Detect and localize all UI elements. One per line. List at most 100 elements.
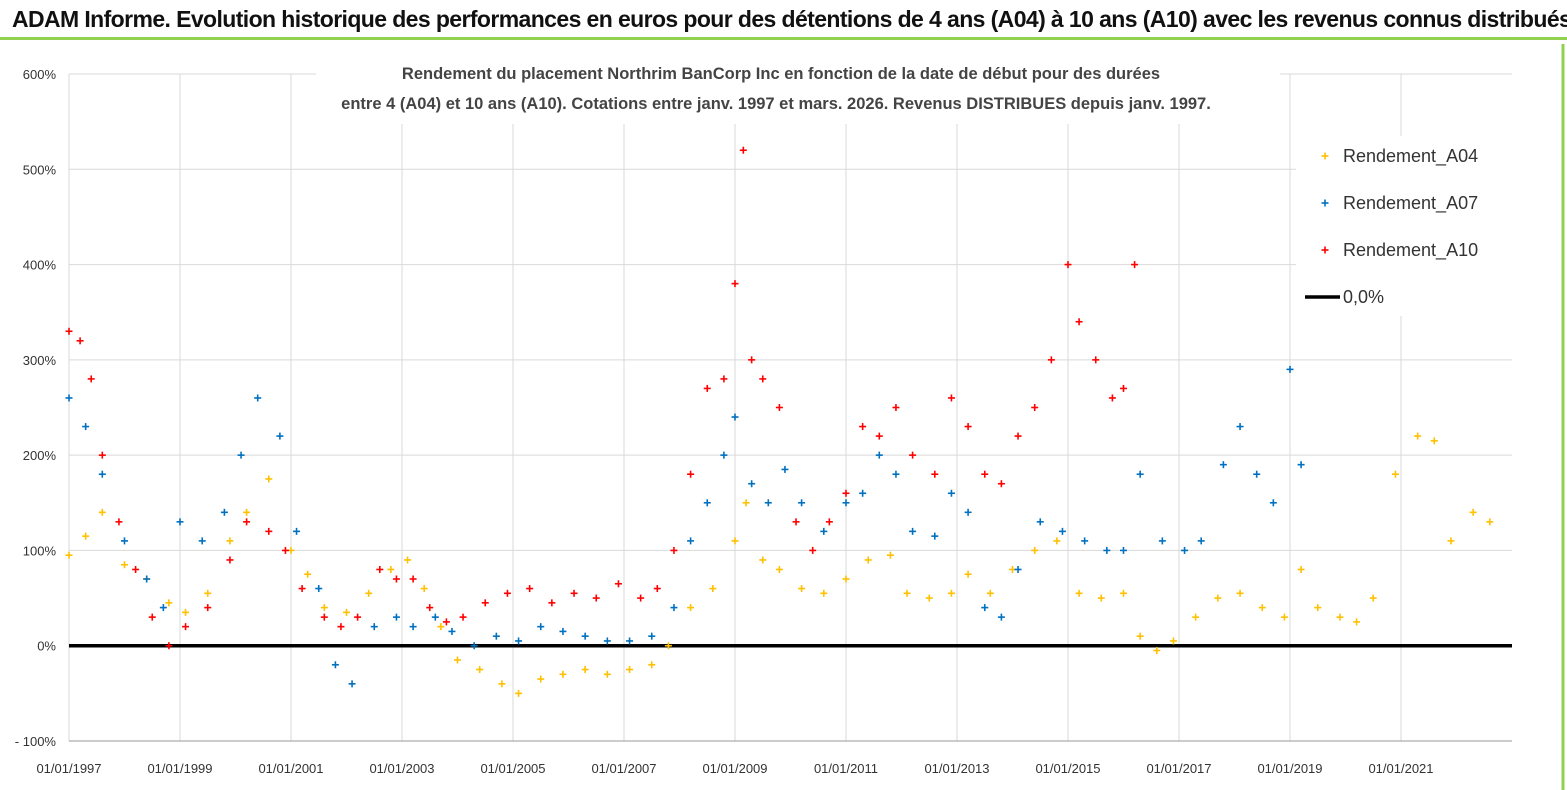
data-point: [481, 599, 489, 607]
data-point: [664, 642, 672, 650]
data-point: [343, 608, 350, 616]
data-point: [875, 451, 883, 459]
data-point: [825, 518, 833, 526]
legend-label: 0,0%: [1343, 287, 1384, 307]
data-point: [1136, 470, 1144, 478]
data-point: [947, 394, 955, 402]
data-point: [748, 480, 756, 488]
data-point: [731, 413, 739, 421]
data-point: [1075, 318, 1083, 326]
data-point: [165, 599, 173, 607]
legend-marker: [1321, 246, 1329, 254]
data-point: [1081, 537, 1089, 545]
data-point: [798, 585, 806, 593]
data-point: [1297, 461, 1305, 469]
data-point: [964, 570, 972, 578]
chart-title-line-1: Rendement du placement Northrim BanCorp …: [402, 65, 1160, 83]
data-point: [182, 608, 190, 616]
data-point: [1092, 356, 1100, 364]
data-point: [626, 666, 634, 674]
data-point: [886, 551, 894, 559]
data-point: [243, 518, 251, 526]
data-point: [121, 561, 128, 569]
data-point: [265, 527, 273, 535]
data-point: [226, 537, 234, 545]
data-point: [903, 589, 911, 597]
data-point: [820, 589, 828, 597]
data-point: [703, 499, 711, 507]
data-point: [1120, 546, 1127, 554]
data-point: [65, 394, 73, 402]
data-point: [1280, 613, 1288, 621]
data-point: [470, 642, 478, 650]
data-point: [1131, 261, 1139, 269]
data-point: [1369, 594, 1377, 602]
data-point: [159, 604, 167, 612]
data-point: [997, 480, 1005, 488]
data-point: [709, 585, 717, 593]
legend-background: [1296, 136, 1518, 316]
data-point: [1414, 432, 1422, 440]
data-point: [315, 585, 323, 593]
data-point: [409, 623, 417, 631]
data-point: [165, 642, 173, 650]
data-point: [1469, 508, 1477, 516]
data-point: [537, 675, 545, 683]
data-point: [559, 627, 567, 635]
data-point: [293, 527, 301, 535]
data-point: [243, 508, 251, 516]
data-point: [731, 537, 739, 545]
data-point: [331, 661, 339, 669]
data-point: [997, 613, 1005, 621]
data-point: [548, 599, 556, 607]
data-point: [376, 565, 384, 573]
data-point: [1120, 589, 1127, 597]
x-tick-label: 01/01/1999: [147, 761, 212, 776]
data-point: [892, 404, 900, 411]
x-tick-label: 01/01/2001: [258, 761, 323, 776]
data-point: [742, 499, 750, 507]
data-point: [1153, 646, 1161, 654]
data-point: [964, 423, 972, 431]
data-point: [365, 589, 373, 597]
data-point: [947, 489, 955, 497]
y-tick-label: 600%: [23, 67, 57, 82]
data-point: [720, 451, 728, 459]
data-point: [842, 575, 850, 583]
x-tick-label: 01/01/2011: [814, 761, 878, 776]
data-point: [304, 570, 312, 578]
y-tick-label: 300%: [23, 353, 57, 368]
data-point: [1031, 546, 1039, 554]
legend-marker: [1321, 199, 1329, 207]
data-point: [1047, 356, 1055, 364]
legend-label: Rendement_A10: [1343, 240, 1478, 261]
data-point: [909, 527, 917, 535]
data-point: [1097, 594, 1105, 602]
data-point: [515, 689, 523, 697]
data-point: [670, 546, 678, 554]
data-point: [65, 551, 73, 559]
data-point: [559, 670, 567, 678]
data-point: [176, 518, 184, 526]
data-point: [442, 618, 450, 626]
data-point: [1169, 637, 1177, 645]
data-point: [648, 661, 656, 669]
data-point: [859, 423, 867, 431]
data-point: [648, 632, 656, 640]
data-point: [986, 589, 994, 597]
data-point: [909, 451, 917, 459]
data-point: [226, 556, 234, 564]
legend-label: Rendement_A07: [1343, 193, 1478, 214]
data-point: [748, 356, 756, 364]
data-point: [459, 613, 467, 621]
x-tick-label: 01/01/2003: [369, 761, 434, 776]
y-tick-label: - 100%: [15, 734, 57, 749]
data-point: [1286, 365, 1294, 373]
data-point: [947, 589, 955, 597]
legend: Rendement_A04 Rendement_A07 Rendement_A10 0…: [1296, 136, 1518, 316]
data-point: [925, 594, 933, 602]
data-point: [1353, 618, 1361, 626]
y-axis-ticks: 600% 500% 400% 300% 200% 100% 0% - 100%: [15, 67, 57, 749]
y-tick-label: 0%: [37, 639, 56, 654]
data-point: [503, 589, 511, 597]
